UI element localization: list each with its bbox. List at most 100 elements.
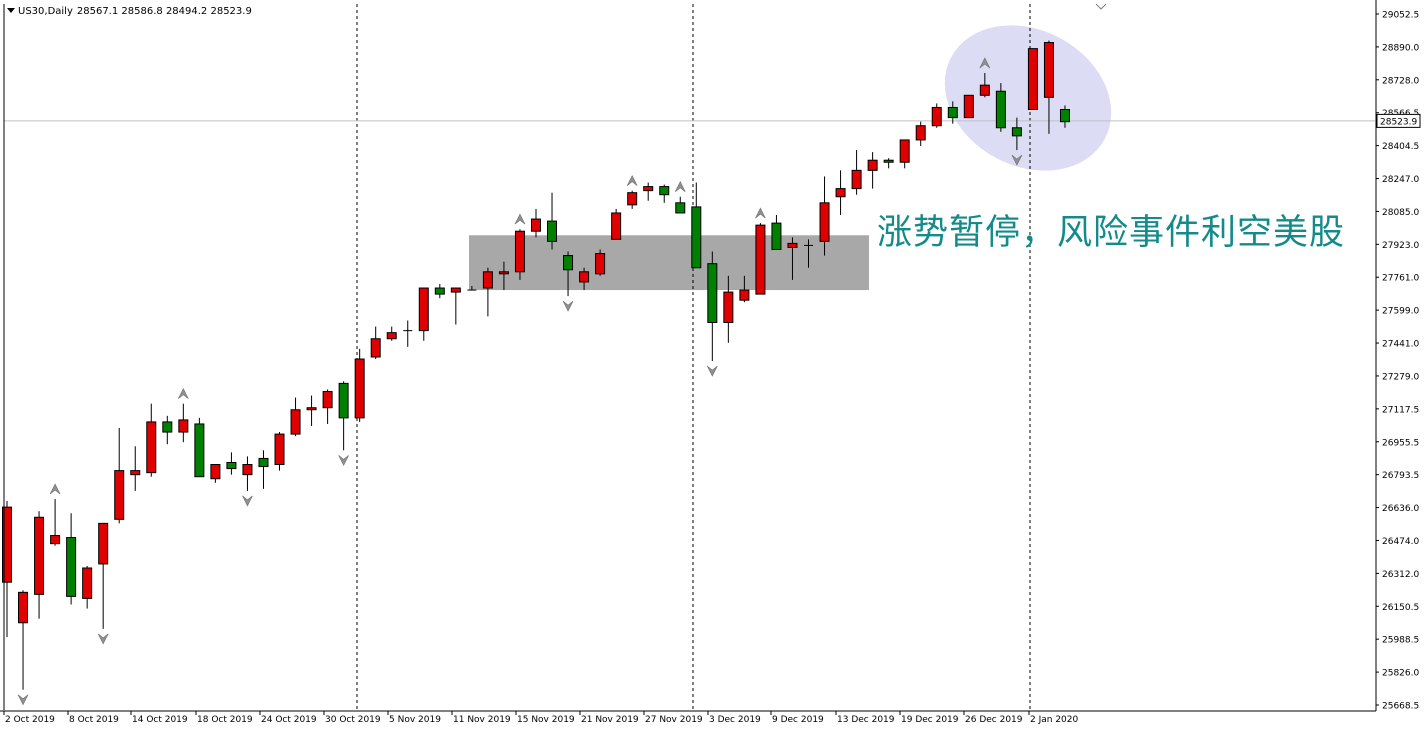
candle-body [530, 218, 541, 232]
candle-body [354, 358, 365, 419]
price-axis-label: 26636.0 [1382, 504, 1419, 514]
candle[interactable] [194, 417, 205, 478]
candle-body [691, 206, 702, 269]
candle-body [963, 94, 974, 119]
candle[interactable] [98, 522, 109, 629]
candle[interactable] [899, 139, 910, 169]
candle[interactable] [66, 513, 77, 605]
candle-body [659, 186, 670, 196]
candle[interactable] [787, 237, 798, 280]
candle-body [1059, 108, 1070, 123]
candle[interactable] [643, 182, 654, 201]
candle[interactable] [979, 72, 990, 98]
candle[interactable] [514, 229, 525, 280]
candle[interactable] [579, 267, 590, 291]
time-axis-label: 9 Dec 2019 [772, 715, 824, 725]
candle[interactable] [306, 395, 317, 426]
candle[interactable] [34, 511, 45, 619]
time-axis-label: 21 Nov 2019 [581, 715, 639, 725]
candle[interactable] [290, 397, 301, 437]
candle[interactable] [274, 432, 285, 471]
candle[interactable] [354, 348, 365, 422]
candle-body [547, 220, 558, 242]
candle[interactable] [931, 103, 942, 128]
fractal-down-arrow [1095, 3, 1107, 10]
candle[interactable] [611, 208, 622, 240]
triangle-down-icon[interactable] [7, 8, 15, 13]
candle-body [498, 271, 509, 275]
candle[interactable] [883, 158, 894, 169]
price-axis-label: 28728.0 [1382, 76, 1419, 86]
candle[interactable] [530, 208, 541, 238]
time-axis-label: 19 Dec 2019 [901, 715, 959, 725]
candle[interactable] [723, 275, 734, 343]
candle-body [611, 212, 622, 240]
candle[interactable] [2, 501, 12, 637]
candle[interactable] [819, 176, 830, 256]
candle[interactable] [675, 196, 686, 214]
candle[interactable] [627, 190, 638, 209]
candle[interactable] [242, 456, 253, 491]
candle[interactable] [915, 121, 926, 147]
time-axis-label: 15 Nov 2019 [517, 715, 575, 725]
candle[interactable] [210, 464, 221, 483]
candle-body [114, 470, 125, 520]
candle[interactable] [804, 239, 813, 268]
candle[interactable] [467, 285, 477, 291]
candle[interactable] [547, 192, 558, 250]
candle-body [947, 106, 958, 119]
candle-body [819, 202, 830, 242]
candle[interactable] [1011, 117, 1022, 151]
candle[interactable] [771, 214, 782, 250]
candle[interactable] [258, 450, 269, 489]
candle[interactable] [434, 283, 445, 299]
candle[interactable] [450, 287, 461, 325]
candle[interactable] [82, 565, 93, 609]
candle[interactable] [50, 499, 61, 546]
candle-body [643, 186, 654, 192]
candle[interactable] [386, 326, 397, 341]
candle[interactable] [162, 415, 173, 445]
candle[interactable] [563, 251, 574, 297]
consolidation-zone[interactable] [469, 235, 869, 291]
candle[interactable] [595, 249, 606, 276]
candle[interactable] [755, 223, 766, 295]
candle-body [595, 253, 606, 275]
candle-body [995, 90, 1006, 129]
candle[interactable] [146, 403, 157, 477]
candle-body [306, 407, 317, 411]
price-axis-label: 28085.0 [1382, 208, 1419, 218]
candle[interactable] [947, 101, 958, 124]
candle[interactable] [867, 152, 878, 189]
candle[interactable] [370, 326, 381, 360]
candle[interactable] [739, 275, 750, 303]
candle[interactable] [322, 389, 333, 424]
candle[interactable] [1043, 40, 1054, 134]
candle[interactable] [659, 184, 670, 203]
candle[interactable] [963, 94, 974, 119]
candle[interactable] [130, 446, 141, 491]
candle[interactable] [338, 381, 349, 451]
candle[interactable] [1059, 105, 1070, 128]
candle[interactable] [18, 590, 29, 690]
candle[interactable] [226, 452, 237, 475]
candle[interactable] [707, 251, 718, 362]
candle[interactable] [498, 261, 509, 291]
candle[interactable] [691, 182, 702, 269]
price-axis-label: 26955.5 [1382, 438, 1419, 448]
candle-body [482, 271, 493, 289]
candle-body [627, 192, 638, 206]
candle[interactable] [482, 267, 493, 317]
candle-body [579, 271, 590, 283]
time-axis-label: 3 Dec 2019 [709, 715, 761, 725]
candle[interactable] [403, 320, 413, 347]
candle[interactable] [851, 150, 862, 195]
candle[interactable] [114, 428, 125, 524]
candle[interactable] [835, 170, 846, 215]
candle[interactable] [995, 83, 1006, 132]
candle[interactable] [418, 287, 429, 341]
candle[interactable] [1027, 48, 1038, 110]
candle[interactable] [178, 403, 189, 443]
